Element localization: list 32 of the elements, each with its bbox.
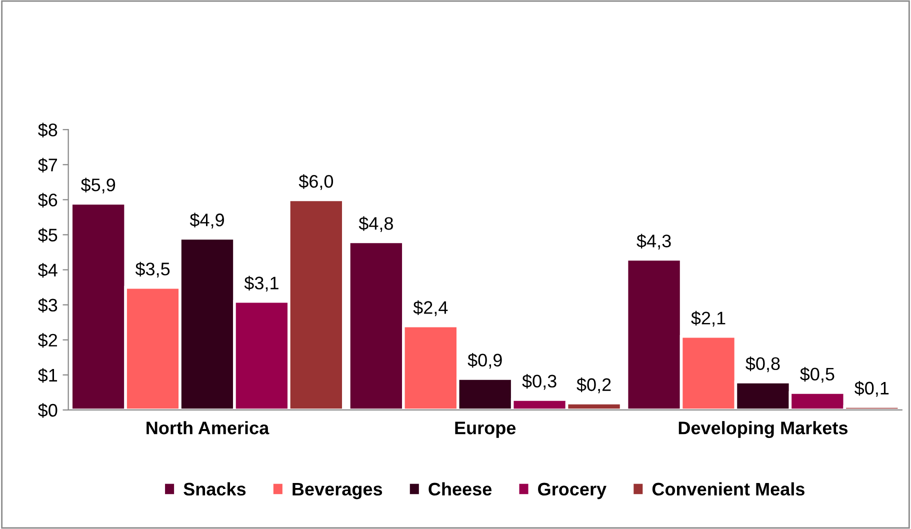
y-tick-label: $0 (38, 403, 58, 418)
data-label: $0,2 (576, 378, 611, 394)
y-tick-label: $6 (38, 192, 58, 208)
y-tick-label: $3 (38, 298, 58, 313)
y-tick-label: $1 (38, 368, 58, 383)
y-tick-label: $4 (38, 262, 58, 278)
data-label: $2,1 (691, 310, 726, 327)
y-tick-label: $5 (38, 228, 58, 243)
data-label: $3,5 (135, 262, 170, 278)
x-tick-label: Developing Markets (678, 421, 848, 438)
x-tick-label: Europe (455, 422, 516, 438)
x-tick-label: North America (146, 421, 270, 434)
data-label: $3,1 (244, 276, 278, 292)
y-tick-label: $8 (38, 122, 58, 138)
legend-label: Beverages (292, 482, 382, 500)
y-tick-label: $7 (38, 158, 58, 172)
legend-label: Convenient Meals (652, 482, 804, 496)
data-label: $0,5 (800, 367, 834, 383)
data-label: $4,3 (636, 234, 671, 250)
data-label: $0,9 (468, 352, 502, 369)
data-label: $0,8 (746, 356, 780, 372)
y-tick-label: $2 (38, 333, 58, 348)
data-label: $5,9 (80, 178, 116, 194)
data-label: $0,3 (522, 374, 556, 390)
data-label: $0,1 (854, 381, 889, 397)
legend-label: Grocery (538, 482, 606, 500)
data-label: $6,0 (298, 174, 334, 190)
legend-label: Cheese (428, 482, 492, 496)
data-label: $4,8 (358, 216, 393, 232)
data-label: $4,9 (190, 212, 224, 228)
legend-label: Snacks (184, 482, 246, 496)
data-label: $2,4 (413, 300, 448, 316)
